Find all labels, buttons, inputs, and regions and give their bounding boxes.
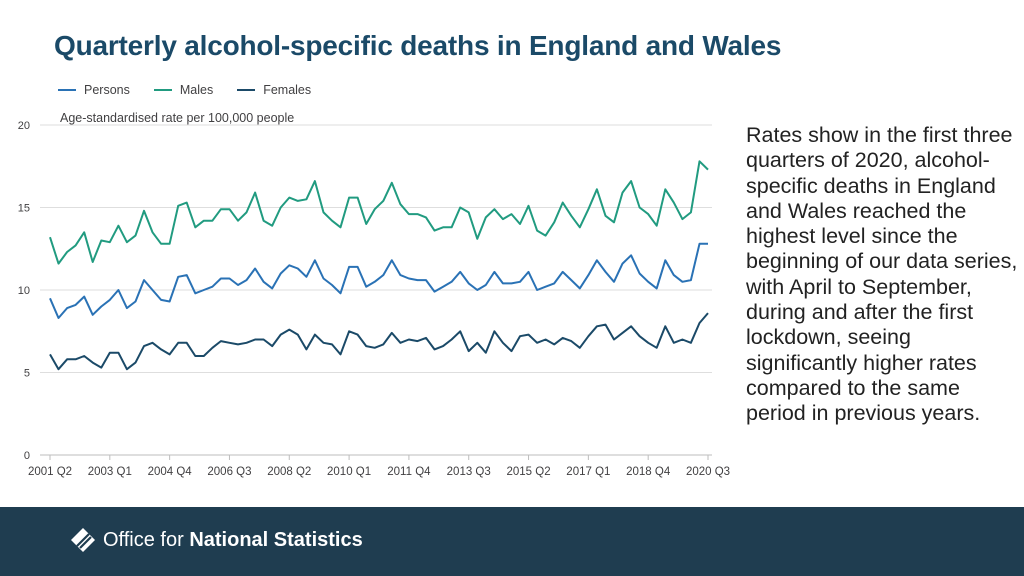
x-tick-label: 2017 Q1 bbox=[566, 466, 610, 478]
x-tick-label: 2011 Q4 bbox=[387, 466, 431, 478]
series-line-males bbox=[49, 160, 709, 265]
x-tick-label: 2004 Q4 bbox=[148, 466, 193, 478]
line-chart: 0 5 10 15 20 2001 Q2 2003 Q1 2004 Q4 2006 Q3 2008… bbox=[18, 111, 730, 478]
x-tick-label: 2013 Q3 bbox=[447, 466, 491, 478]
page-title: Quarterly alcohol-specific deaths in Eng… bbox=[54, 30, 782, 61]
series-line-females bbox=[49, 312, 709, 371]
footer-bar: Office for National Statistics bbox=[0, 507, 1024, 576]
y-tick-label: 5 bbox=[24, 368, 30, 380]
series-line-persons bbox=[49, 242, 708, 319]
x-tick-label: 2015 Q2 bbox=[506, 466, 550, 478]
y-axis-label: Age-standardised rate per 100,000 people bbox=[60, 111, 294, 125]
y-tick-label: 10 bbox=[18, 285, 30, 297]
legend-label-persons: Persons bbox=[84, 83, 130, 97]
commentary-text: Rates show in the first three quarters o… bbox=[746, 123, 1018, 426]
x-tick-label: 2003 Q1 bbox=[88, 466, 132, 478]
ons-logo-text: Office for National Statistics bbox=[103, 528, 363, 551]
legend-swatch-females bbox=[237, 89, 256, 91]
legend-item-females: Females bbox=[237, 83, 311, 97]
x-tick-label: 2020 Q3 bbox=[686, 466, 730, 478]
x-tick-label: 2006 Q3 bbox=[207, 466, 251, 478]
x-tick-label: 2001 Q2 bbox=[28, 466, 72, 478]
x-tick-label: 2010 Q1 bbox=[327, 466, 371, 478]
legend-label-females: Females bbox=[263, 83, 312, 97]
legend-item-males: Males bbox=[153, 83, 214, 97]
chart-legend: Persons Males Females bbox=[58, 83, 311, 97]
x-tick-label: 2018 Q4 bbox=[626, 466, 671, 478]
legend-item-persons: Persons bbox=[58, 83, 130, 97]
ons-logo-icon bbox=[71, 528, 95, 552]
x-tick-label: 2008 Q2 bbox=[267, 466, 311, 478]
y-tick-label: 20 bbox=[18, 120, 30, 132]
ons-logo[interactable]: Office for National Statistics bbox=[70, 527, 363, 553]
legend-swatch-males bbox=[153, 89, 172, 91]
legend-swatch-persons bbox=[58, 89, 76, 91]
y-tick-label: 15 bbox=[18, 203, 30, 215]
y-tick-label: 0 bbox=[24, 450, 30, 462]
legend-label-males: Males bbox=[179, 83, 214, 97]
